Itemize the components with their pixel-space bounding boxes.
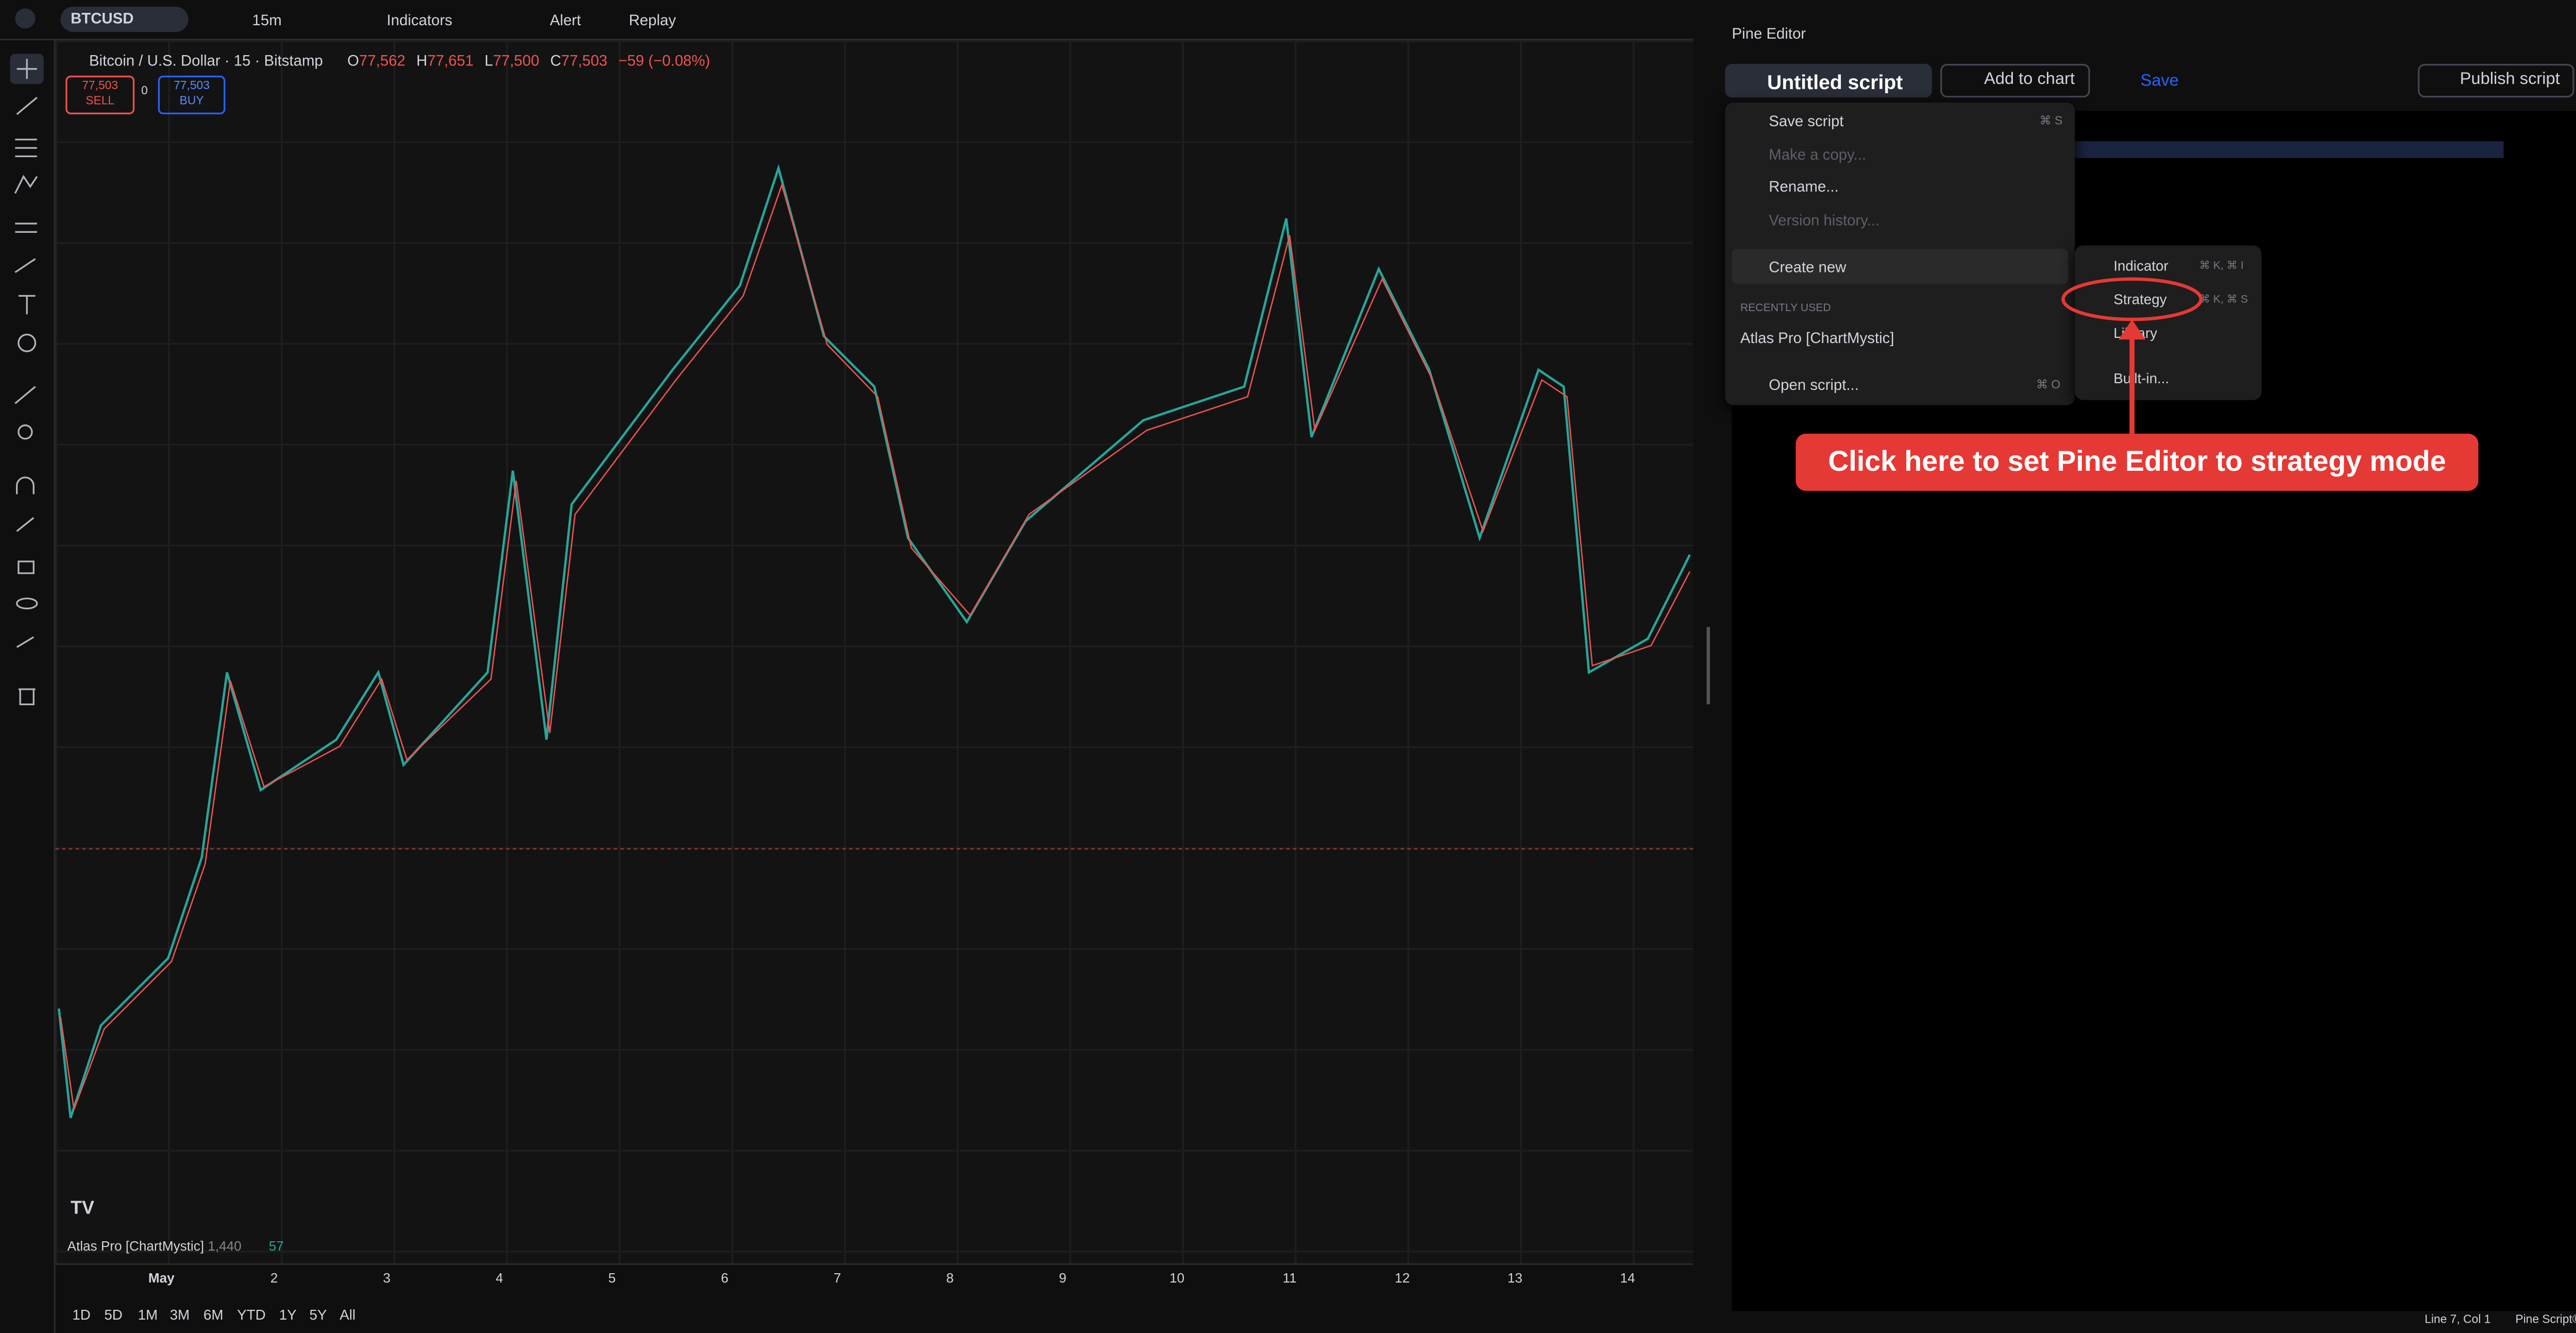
range-button[interactable]: 5Y: [309, 1306, 327, 1323]
divider[interactable]: [1706, 627, 1710, 705]
buy-price: 77,503: [174, 80, 210, 93]
save-button[interactable]: Save: [2140, 72, 2179, 91]
price-candles-down: [60, 182, 1691, 1110]
symbol-box[interactable]: [60, 7, 189, 32]
range-button[interactable]: 1M: [138, 1306, 158, 1323]
open-script[interactable]: Open script...: [1769, 377, 1859, 394]
status-version: Pine Script® v6: [2515, 1314, 2576, 1326]
legend-title: Bitcoin / U.S. Dollar · 15 · Bitstamp: [89, 52, 323, 69]
buy-label: BUY: [179, 96, 204, 108]
menu-item: Version history...: [1769, 212, 1880, 229]
symbol[interactable]: BTCUSD: [71, 10, 134, 27]
high-label: H: [416, 52, 428, 69]
submenu-shortcut: ⌘ K, ⌘ S: [2199, 294, 2248, 306]
sell-label: SELL: [86, 96, 115, 108]
publish-button[interactable]: Publish script: [2418, 64, 2575, 98]
range-button[interactable]: 1Y: [279, 1306, 297, 1323]
indicator-badge: 57: [268, 1239, 284, 1254]
replay-button[interactable]: Replay: [629, 11, 676, 29]
x-tick-label: 2: [270, 1271, 278, 1286]
spread: 0: [141, 86, 148, 98]
editor-title: Pine Editor: [1732, 25, 1806, 42]
arrow-head: [2119, 319, 2146, 340]
script-name-button[interactable]: [1725, 64, 1932, 98]
sell-price: 77,503: [82, 80, 118, 93]
range-button[interactable]: 1D: [72, 1306, 91, 1323]
menu-item[interactable]: Rename...: [1769, 178, 1839, 195]
open-label: O: [347, 52, 360, 69]
recent-item[interactable]: Atlas Pro [ChartMystic]: [1740, 329, 1894, 347]
add-to-chart-label: Add to chart: [1984, 71, 2075, 89]
logo: TV: [71, 1197, 94, 1218]
x-tick-label: 3: [383, 1271, 391, 1286]
x-tick-label: 7: [834, 1271, 841, 1286]
x-tick-label: 5: [608, 1271, 616, 1286]
x-tick-label: 6: [721, 1271, 728, 1286]
publish-label: Publish script: [2460, 71, 2560, 89]
indicator-legend: Atlas Pro [ChartMystic] 1,440 57: [67, 1239, 284, 1254]
interval[interactable]: 15m: [252, 11, 282, 29]
high-value: 77,651: [427, 52, 474, 69]
alert-button[interactable]: Alert: [550, 11, 581, 29]
low-label: L: [484, 52, 493, 69]
range-button[interactable]: YTD: [237, 1306, 266, 1323]
annotation-graphics: [2061, 277, 2203, 434]
x-tick-label: 13: [1507, 1271, 1523, 1286]
indicator-value: 1,440: [208, 1239, 242, 1254]
range-button[interactable]: All: [340, 1306, 356, 1323]
menu-item: Make a copy...: [1769, 146, 1867, 163]
x-tick-label: 12: [1395, 1271, 1410, 1286]
x-tick-label: 14: [1620, 1271, 1635, 1286]
x-tick-label: 4: [496, 1271, 503, 1286]
add-to-chart-button[interactable]: Add to chart: [1940, 64, 2090, 98]
submenu-item[interactable]: Built-in...: [2113, 369, 2170, 387]
recent-heading: RECENTLY USED: [1740, 302, 1831, 315]
x-tick-label: 11: [1282, 1271, 1297, 1286]
close-value: 77,503: [561, 52, 608, 69]
avatar[interactable]: [15, 8, 36, 29]
menu-highlight: [1732, 249, 2069, 284]
change: −59 (−0.08%): [618, 52, 710, 69]
submenu: [2075, 245, 2262, 400]
range-button[interactable]: 5D: [104, 1306, 123, 1323]
submenu-shortcut: ⌘ K, ⌘ I: [2199, 260, 2244, 272]
buy-button[interactable]: 77,503 BUY: [158, 75, 226, 114]
menu-shortcut: ⌘ S: [2039, 116, 2063, 128]
x-tick-label: 8: [946, 1271, 954, 1286]
sell-button[interactable]: 77,503 SELL: [65, 75, 135, 114]
highlight-circle: [2061, 277, 2203, 321]
x-tick-label: 10: [1169, 1271, 1185, 1286]
tool-icons: [10, 54, 44, 706]
x-tick-label: 9: [1059, 1271, 1066, 1286]
indicators-button[interactable]: Indicators: [386, 11, 453, 29]
close-label: C: [550, 52, 562, 69]
chart-pane: [55, 40, 1693, 1264]
top-bar: [0, 0, 1693, 41]
submenu-item[interactable]: Indicator: [2113, 257, 2168, 274]
status-position: Line 7, Col 1: [2425, 1314, 2491, 1326]
left-toolbar: [0, 40, 56, 1333]
range-button[interactable]: 6M: [203, 1306, 224, 1323]
menu-item[interactable]: Save script: [1769, 112, 1844, 130]
low-value: 77,500: [493, 52, 539, 69]
open-value: 77,562: [359, 52, 405, 69]
annotation: Click here to set Pine Editor to strateg…: [1795, 434, 2479, 491]
highlight-line: [2075, 141, 2504, 158]
submenu-item[interactable]: Strategy: [2113, 290, 2167, 308]
price-candles: [57, 164, 1691, 1119]
legend: Bitcoin / U.S. Dollar · 15 · Bitstamp O7…: [89, 52, 710, 69]
indicator-name: Atlas Pro [ChartMystic]: [67, 1239, 205, 1254]
x-tick-label: May: [148, 1271, 175, 1286]
range-button[interactable]: 3M: [170, 1306, 190, 1323]
chart-drawing: TV: [10, 8, 1693, 1265]
script-name[interactable]: Untitled script: [1767, 71, 1903, 94]
menu-item[interactable]: Create new: [1769, 259, 1846, 276]
open-shortcut: ⌘ O: [2036, 380, 2061, 392]
